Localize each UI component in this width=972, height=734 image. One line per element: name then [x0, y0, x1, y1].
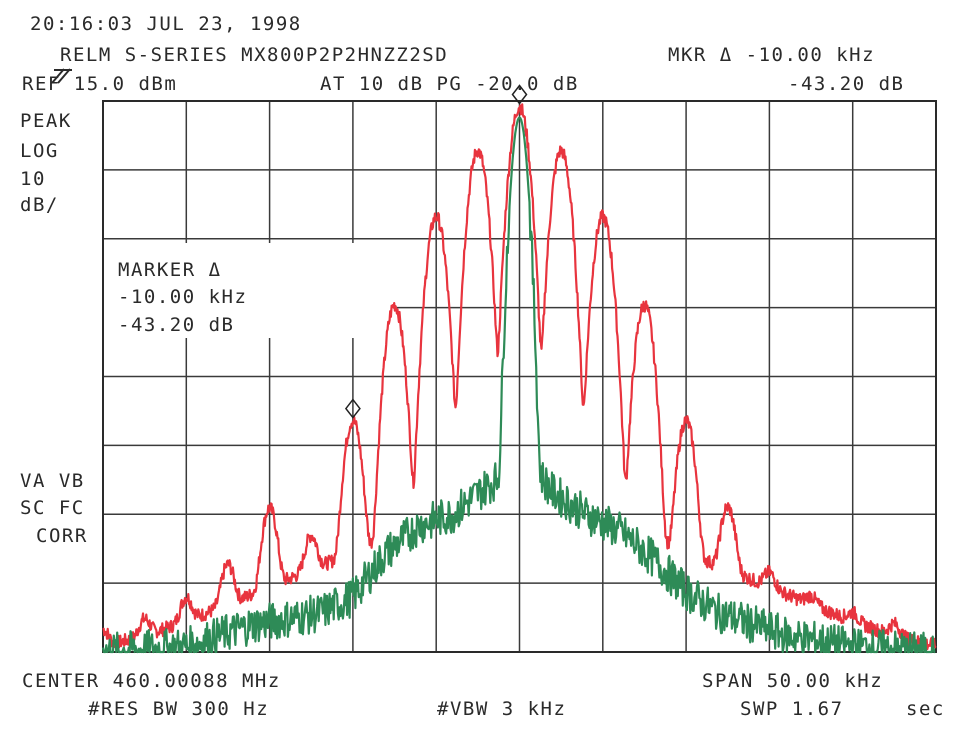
center-freq: CENTER 460.00088 MHz — [22, 670, 281, 692]
marker-readout: MKR Δ -10.00 kHz — [668, 44, 876, 66]
plot-frame — [102, 100, 937, 653]
sweep-time: SWP 1.67 — [740, 698, 844, 720]
trace-red — [102, 103, 937, 651]
detector-label: PEAK — [20, 110, 72, 132]
status-sc-fc: SC FC — [20, 497, 85, 519]
timestamp: 20:16:03 JUL 23, 1998 — [30, 13, 302, 35]
video-bandwidth: #VBW 3 kHz — [437, 698, 567, 720]
scale-unit: dB/ — [20, 194, 59, 216]
marker-box-freq: -10.00 kHz — [118, 286, 248, 308]
marker-box — [104, 243, 394, 338]
status-corr: CORR — [36, 525, 88, 547]
ref-level: REF 15.0 dBm — [22, 73, 178, 95]
markers — [344, 84, 528, 419]
scale-type: LOG — [20, 140, 59, 162]
status-va-vb: VA VB — [20, 470, 85, 492]
traces — [101, 103, 937, 654]
marker-box-title: MARKER Δ — [118, 259, 222, 281]
marker-reference — [511, 84, 528, 105]
marker-level: -43.20 dB — [788, 73, 905, 95]
marker-box-level: -43.20 dB — [118, 314, 235, 336]
graticule — [102, 100, 937, 653]
instrument-title: RELM S-SERIES MX800P2P2HNZZ2SD — [60, 44, 449, 66]
span: SPAN 50.00 kHz — [702, 670, 884, 692]
marker-delta — [344, 398, 361, 419]
plot-pen-icon — [22, 43, 72, 84]
trace-green — [101, 116, 936, 654]
sweep-unit: sec — [906, 698, 945, 720]
scale-value: 10 — [20, 168, 46, 190]
res-bandwidth: #RES BW 300 Hz — [88, 698, 270, 720]
